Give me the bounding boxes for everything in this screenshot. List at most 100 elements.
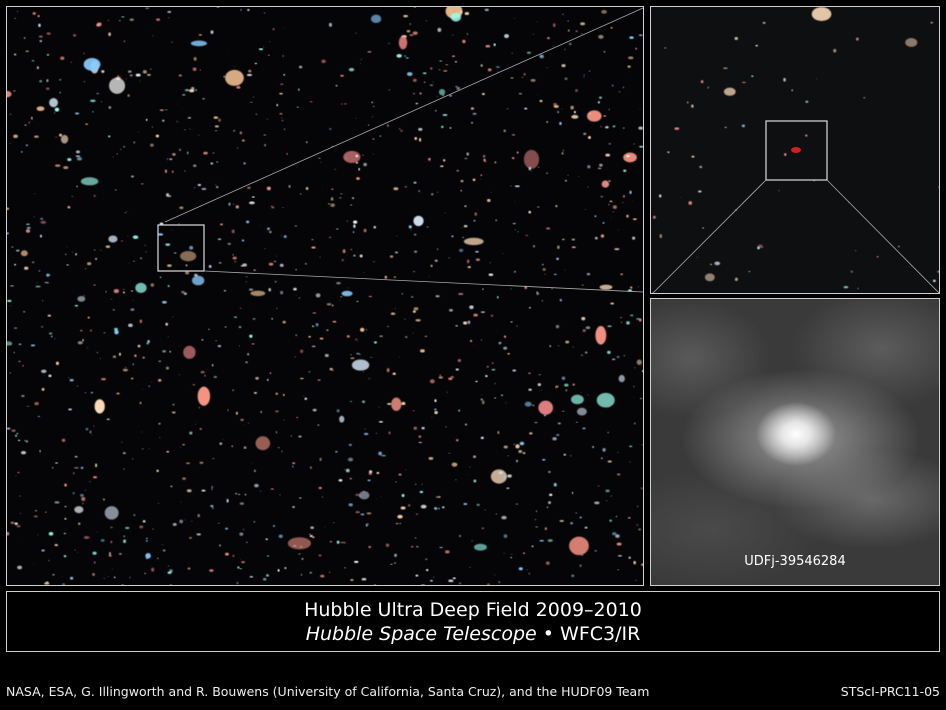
galaxy — [371, 116, 374, 118]
galaxy — [63, 532, 66, 535]
galaxy — [714, 261, 721, 266]
galaxy — [497, 430, 500, 435]
galaxy — [47, 314, 52, 317]
galaxy — [216, 186, 219, 189]
galaxy — [413, 307, 419, 311]
galaxy — [791, 89, 793, 92]
galaxy — [340, 193, 343, 195]
galaxy — [38, 23, 41, 28]
galaxy — [594, 501, 600, 505]
galaxy — [586, 272, 591, 276]
galaxy — [239, 532, 244, 536]
galaxy — [610, 26, 613, 29]
galaxy — [451, 55, 456, 58]
galaxy — [552, 437, 557, 441]
galaxy — [239, 502, 244, 505]
galaxy — [167, 336, 169, 338]
galaxy — [635, 579, 637, 581]
galaxy — [301, 557, 304, 560]
galaxy — [270, 205, 273, 207]
galaxy — [498, 581, 501, 584]
galaxy — [412, 410, 415, 412]
galaxy — [354, 560, 359, 563]
galaxy — [195, 89, 197, 92]
galaxy — [562, 149, 564, 152]
galaxy — [565, 388, 568, 392]
galaxy — [408, 504, 411, 507]
galaxy — [123, 40, 125, 43]
galaxy — [15, 434, 18, 438]
galaxy — [507, 455, 509, 457]
galaxy — [611, 358, 616, 361]
galaxy — [330, 203, 335, 207]
galaxy — [484, 8, 489, 12]
galaxy — [76, 385, 79, 387]
galaxy — [20, 451, 27, 455]
galaxy — [93, 284, 96, 286]
galaxy — [238, 326, 242, 329]
galaxy — [475, 250, 479, 253]
galaxy — [83, 295, 85, 297]
galaxy — [616, 542, 622, 546]
galaxy — [463, 224, 468, 228]
galaxy — [400, 129, 403, 132]
galaxy — [536, 94, 538, 96]
galaxy — [254, 62, 258, 65]
galaxy — [95, 257, 98, 260]
galaxy — [481, 394, 483, 395]
galaxy — [139, 319, 143, 324]
galaxy — [538, 374, 542, 376]
galaxy — [197, 386, 211, 406]
galaxy — [605, 126, 609, 129]
galaxy — [667, 151, 670, 154]
galaxy — [412, 270, 416, 273]
galaxy — [255, 113, 258, 116]
galaxy — [331, 304, 334, 307]
galaxy — [305, 187, 309, 191]
galaxy — [388, 42, 391, 45]
galaxy — [600, 234, 605, 238]
galaxy — [583, 74, 585, 76]
galaxy — [318, 554, 322, 557]
galaxy — [311, 239, 314, 241]
galaxy — [211, 364, 214, 367]
galaxy — [34, 402, 39, 406]
galaxy — [484, 509, 486, 511]
galaxy — [186, 489, 192, 493]
galaxy — [600, 195, 604, 198]
galaxy — [232, 554, 235, 557]
galaxy — [11, 429, 16, 432]
galaxy — [628, 71, 630, 73]
galaxy — [293, 287, 297, 291]
galaxy — [197, 183, 202, 187]
galaxy — [480, 179, 481, 180]
galaxy — [445, 426, 447, 428]
galaxy — [425, 20, 428, 22]
galaxy — [233, 129, 236, 132]
galaxy — [52, 574, 55, 576]
galaxy — [48, 332, 53, 335]
galaxy — [617, 554, 622, 557]
galaxy — [270, 488, 274, 490]
galaxy — [393, 187, 399, 191]
galaxy — [264, 144, 267, 147]
galaxy — [398, 473, 402, 476]
galaxy — [217, 238, 222, 241]
galaxy — [620, 273, 623, 276]
galaxy — [516, 151, 519, 154]
galaxy — [83, 81, 86, 83]
galaxy — [336, 228, 339, 230]
galaxy — [531, 171, 533, 172]
galaxy — [506, 487, 510, 490]
galaxy — [346, 220, 348, 222]
galaxy — [833, 48, 837, 53]
galaxy — [61, 438, 66, 442]
galaxy — [389, 255, 394, 258]
galaxy — [609, 200, 613, 203]
galaxy — [539, 54, 544, 59]
galaxy — [249, 334, 253, 338]
galaxy — [503, 335, 507, 338]
galaxy — [365, 329, 368, 331]
galaxy — [278, 534, 283, 539]
galaxy — [243, 162, 246, 165]
